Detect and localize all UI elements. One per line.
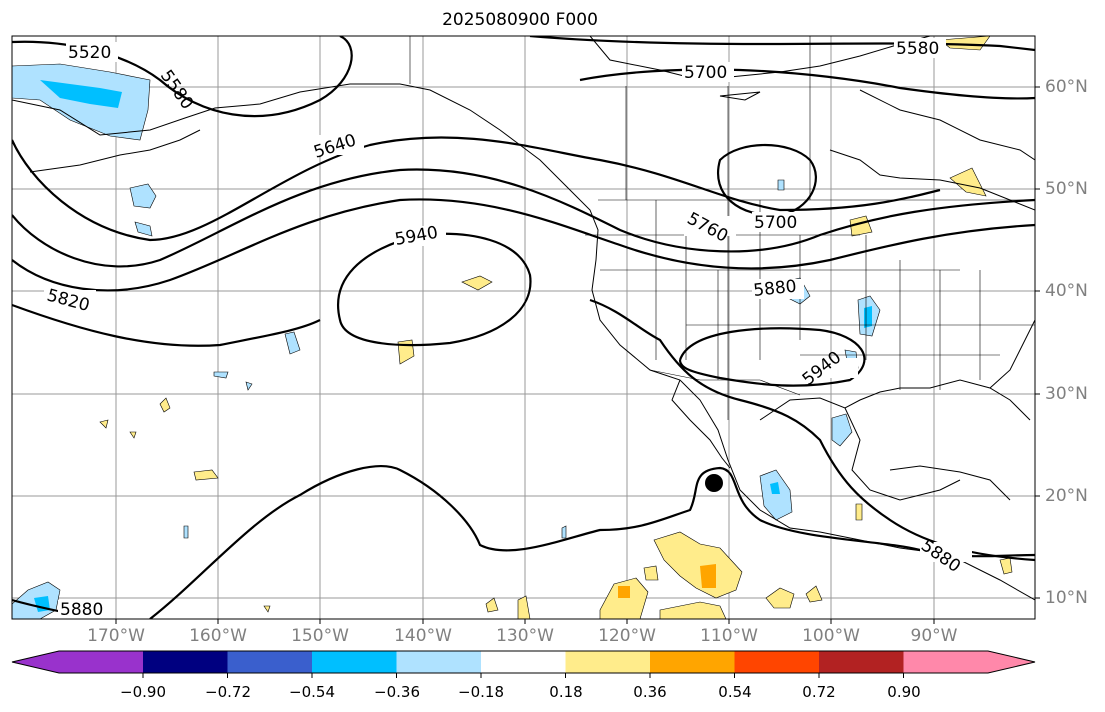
lat-label: 30°N [1045, 384, 1088, 404]
lat-label: 60°N [1045, 77, 1088, 97]
colorbar-tick-label: −0.54 [289, 683, 335, 701]
contour-label: 5520 [68, 43, 111, 63]
shaded-fields [12, 36, 1013, 619]
lat-label: 50°N [1045, 179, 1088, 199]
political-borders [409, 36, 1035, 420]
contour-label: 5580 [896, 39, 939, 59]
colorbar-tick-label: 0.36 [633, 683, 667, 701]
colorbar-tick-label: 0.90 [887, 683, 921, 701]
location-marker [705, 474, 723, 492]
lon-label: 120°W [598, 626, 656, 646]
axis-ticks [115, 86, 1040, 624]
lon-label: 150°W [291, 626, 349, 646]
coastlines [12, 36, 1035, 601]
colorbar-tick-label: −0.36 [374, 683, 420, 701]
colorbar-tick-label: −0.90 [120, 683, 166, 701]
lat-label: 40°N [1045, 281, 1088, 301]
colorbar-tick-label: 0.72 [802, 683, 836, 701]
colorbar-tick-label: −0.72 [205, 683, 251, 701]
contour-label: 5700 [754, 213, 797, 233]
contour-label: 5700 [684, 63, 727, 83]
contour-label: 5880 [60, 600, 103, 620]
map-title: 2025080900 F000 [442, 10, 598, 30]
lon-label: 100°W [802, 626, 860, 646]
graticule [12, 36, 1035, 619]
lat-label: 20°N [1045, 486, 1088, 506]
lon-label: 140°W [394, 626, 452, 646]
lon-label: 130°W [496, 626, 554, 646]
lon-label: 170°W [87, 626, 145, 646]
contour-label-bg [44, 38, 972, 619]
contour-label: 5880 [752, 277, 797, 301]
lon-label: 110°W [700, 626, 758, 646]
lon-label: 160°W [189, 626, 247, 646]
colorbar-tick-label: −0.18 [458, 683, 504, 701]
colorbar-tick-label: 0.18 [549, 683, 583, 701]
lat-label: 10°N [1045, 588, 1088, 608]
lon-label: 90°W [910, 626, 958, 646]
colorbar-tick-label: 0.54 [718, 683, 752, 701]
